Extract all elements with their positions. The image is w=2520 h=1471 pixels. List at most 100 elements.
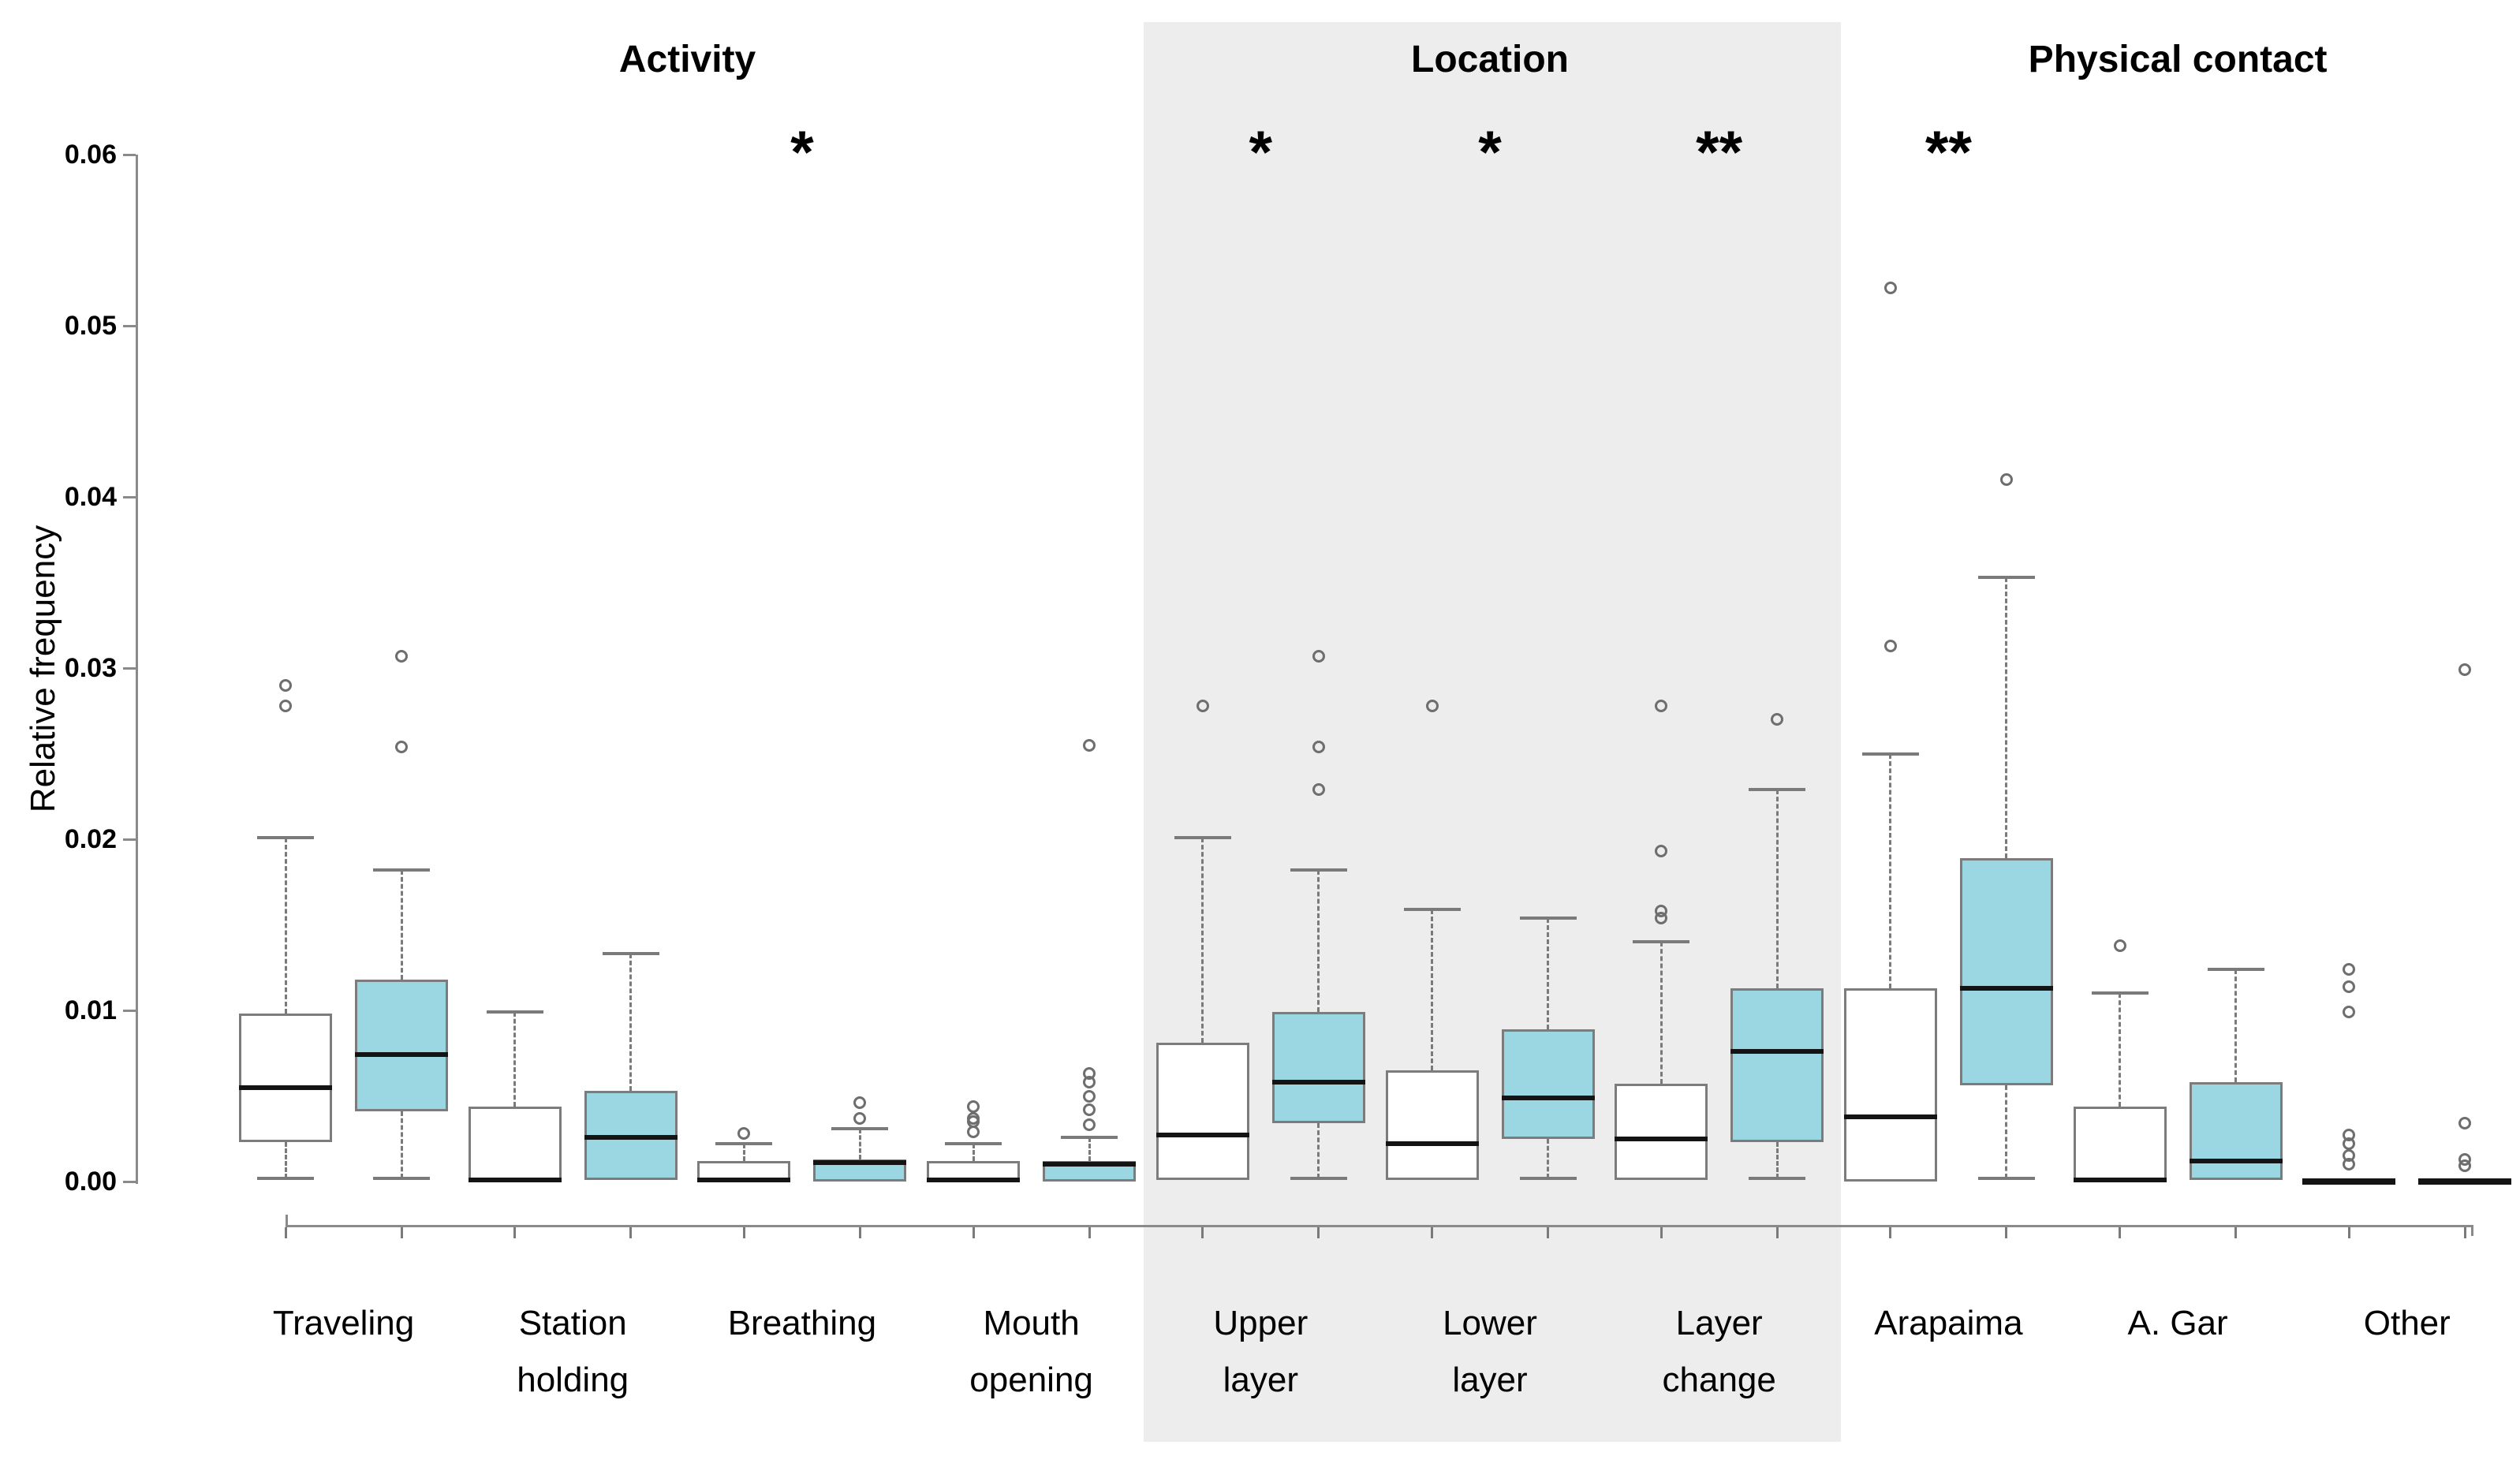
whisker-line: [400, 870, 403, 980]
section-title: Activity: [618, 39, 756, 80]
category-label: Layer change: [1593, 1295, 1846, 1409]
whisker-cap: [831, 1126, 889, 1130]
outlier-point: [395, 649, 408, 663]
outlier-point: [279, 678, 292, 692]
box-white: [239, 1014, 332, 1143]
box-blue: [1959, 857, 2053, 1086]
outlier-point: [1083, 738, 1096, 752]
x-axis-end-stub: [2471, 1225, 2473, 1236]
category-label: Mouth opening: [905, 1295, 1158, 1409]
outlier-point: [1425, 699, 1439, 712]
whisker-line: [400, 1111, 403, 1178]
outlier-point: [1196, 699, 1209, 712]
category-label: Station holding: [446, 1295, 699, 1409]
whisker-line: [629, 954, 633, 1091]
whisker-cap: [1861, 752, 1919, 756]
whisker-cap: [486, 1010, 543, 1014]
whisker-cap: [2207, 967, 2264, 971]
whisker-cap: [1749, 1176, 1806, 1180]
whisker-cap: [1174, 835, 1231, 839]
whisker-line: [1775, 1142, 1779, 1178]
whisker-cap: [373, 868, 430, 872]
outlier-point: [1771, 713, 1784, 726]
category-label-line: Station: [518, 1304, 627, 1342]
whisker-line: [1889, 753, 1892, 988]
outlier-point: [1083, 1118, 1096, 1132]
x-tick: [513, 1227, 517, 1238]
y-axis-line: [136, 155, 138, 1184]
outlier-point: [967, 1111, 980, 1125]
outlier-point: [2343, 980, 2356, 993]
category-label-line: Lower: [1443, 1304, 1537, 1342]
whisker-line: [1088, 1137, 1091, 1161]
median-line: [1385, 1141, 1479, 1147]
median-line: [355, 1052, 448, 1058]
category-label-line: Other: [2363, 1304, 2451, 1342]
y-tick: [123, 495, 136, 498]
significance-marker: **: [1925, 119, 1972, 186]
category-label: Arapaima: [1822, 1295, 2074, 1352]
whisker-cap: [1749, 788, 1806, 792]
significance-marker: **: [1696, 119, 1743, 186]
category-label: Lower layer: [1364, 1295, 1616, 1409]
outlier-point: [1083, 1067, 1096, 1081]
y-tick-label: 0.01: [64, 995, 117, 1025]
y-tick: [123, 666, 136, 670]
category-label-line: Mouth: [983, 1304, 1080, 1342]
whisker-line: [1201, 837, 1204, 1044]
outlier-point: [2113, 939, 2126, 952]
x-tick: [2234, 1227, 2238, 1238]
category-label: Other: [2281, 1295, 2520, 1352]
outlier-point: [395, 740, 408, 753]
x-tick: [400, 1227, 403, 1238]
box-white: [1843, 988, 1937, 1182]
outlier-point: [853, 1096, 867, 1110]
category-label: A. Gar: [2051, 1295, 2304, 1352]
whisker-line: [2005, 577, 2008, 858]
whisker-line: [1431, 909, 1433, 1070]
category-label-line: Arapaima: [1874, 1304, 2023, 1342]
whisker-line: [2234, 969, 2238, 1083]
location-highlight-band: [1144, 22, 1841, 1442]
whisker-line: [1317, 1123, 1320, 1178]
x-axis-end-stub: [286, 1215, 288, 1225]
median-line: [468, 1177, 562, 1182]
outlier-point: [1655, 905, 1668, 918]
median-line: [1155, 1133, 1249, 1138]
x-tick: [284, 1227, 287, 1238]
x-tick: [1201, 1227, 1204, 1238]
median-line: [813, 1160, 907, 1166]
y-tick: [123, 838, 136, 841]
whisker-line: [1659, 942, 1663, 1085]
y-tick-label: 0.00: [64, 1167, 117, 1197]
whisker-line: [1547, 917, 1549, 1029]
whisker-cap: [257, 835, 314, 839]
section-title: Location: [1411, 39, 1569, 80]
outlier-point: [279, 699, 292, 712]
median-line: [927, 1177, 1021, 1182]
whisker-cap: [1633, 940, 1690, 944]
category-label-line: Traveling: [272, 1304, 415, 1342]
y-tick-label: 0.04: [64, 482, 117, 512]
outlier-point: [853, 1111, 867, 1125]
median-line: [1043, 1162, 1137, 1167]
category-label-line: A. Gar: [2127, 1304, 2228, 1342]
median-line: [2302, 1178, 2396, 1185]
whisker-cap: [1061, 1135, 1118, 1139]
significance-marker: *: [1249, 119, 1273, 186]
x-tick: [1088, 1227, 1091, 1238]
outlier-point: [737, 1127, 751, 1141]
whisker-cap: [2091, 991, 2149, 995]
box-blue: [355, 979, 448, 1112]
x-tick: [858, 1227, 861, 1238]
x-tick: [1317, 1227, 1320, 1238]
median-line: [2073, 1177, 2167, 1182]
whisker-cap: [715, 1142, 773, 1146]
category-label-line: holding: [517, 1361, 629, 1399]
whisker-line: [284, 1142, 287, 1178]
median-line: [1959, 985, 2053, 991]
significance-marker: *: [790, 119, 814, 186]
x-tick: [1775, 1227, 1779, 1238]
box-blue: [1271, 1012, 1365, 1124]
median-line: [1843, 1114, 1937, 1119]
